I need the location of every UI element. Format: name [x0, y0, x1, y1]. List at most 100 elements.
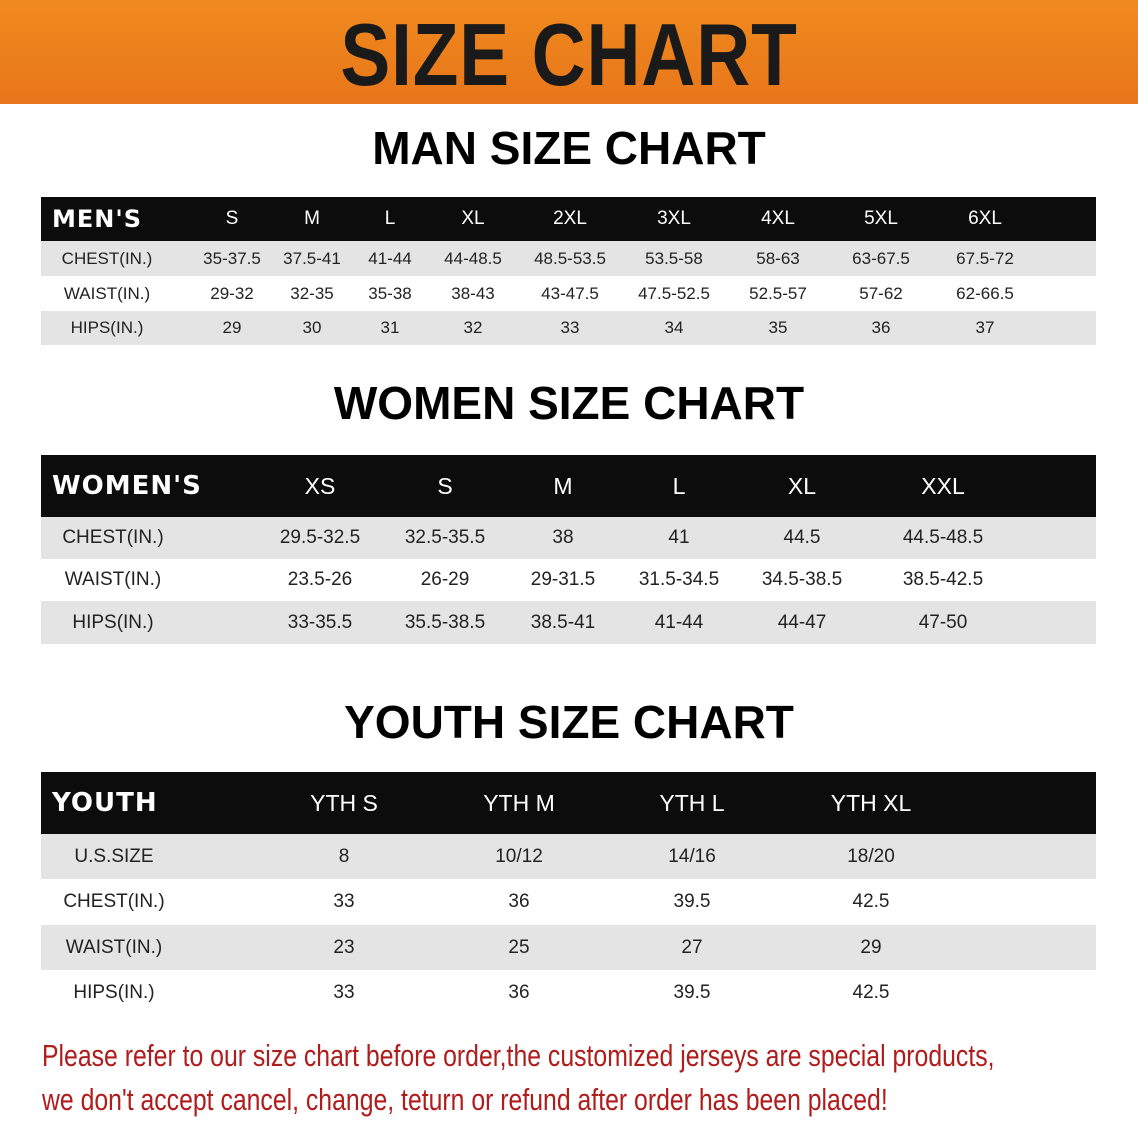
column-header: M	[304, 208, 320, 229]
table-cell: 44.5-48.5	[902, 527, 984, 548]
table-header: YOUTH YTH S YTH M YTH L YTH XL	[41, 772, 1096, 834]
note-line-1: Please refer to our size chart before or…	[42, 1038, 995, 1073]
column-header: 2XL	[553, 208, 587, 229]
table-row: CHEST(IN.) 35-37.5 37.5-41 41-44 44-48.5 48.5…	[41, 241, 1096, 276]
table-cell: 36	[508, 891, 530, 912]
table-cell: 33	[560, 318, 580, 337]
table-cell: 33	[333, 891, 355, 912]
table-cell: 37	[975, 318, 995, 337]
table-cell: 34	[664, 318, 684, 337]
table-cell: 33	[333, 981, 355, 1003]
table-header: MEN'S S M L XL 2XL 3XL 4XL 5XL 6XL	[41, 197, 1096, 241]
table-cell: 44-47	[777, 611, 827, 633]
table-cell: 29-31.5	[530, 569, 596, 590]
youth-size-table: YOUTH YTH S YTH M YTH L YTH XL U.S.SIZE 8 10/12…	[41, 772, 1096, 1015]
column-header: 4XL	[761, 208, 795, 229]
table-row: HIPS(IN.) 33-35.5 35.5-38.5 38.5-41 41-44 44-…	[41, 601, 1096, 644]
table-cell: 26-29	[420, 569, 470, 590]
table-cell: 29.5-32.5	[279, 527, 361, 548]
row-label: HIPS(IN.)	[73, 981, 155, 1003]
men-size-table: MEN'S S M L XL 2XL 3XL 4XL 5XL 6XL CHEST(IN.) 35-37…	[41, 197, 1096, 345]
table-cell: 39.5	[673, 891, 711, 912]
table-cell: 38.5-42.5	[902, 569, 984, 590]
table-cell: 10/12	[495, 845, 543, 867]
row-label: CHEST(IN.)	[61, 248, 153, 268]
table-cell: 18/20	[847, 845, 895, 867]
table-cell: 8	[338, 845, 350, 867]
table-cell: 31.5-34.5	[638, 569, 720, 590]
column-header: S	[225, 208, 239, 229]
table-cell: 14/16	[668, 845, 716, 867]
table-cell: 35-38	[368, 283, 412, 303]
table-cell: 62-66.5	[956, 283, 1014, 303]
column-header: YTH L	[659, 789, 725, 816]
table-corner-label: WOMEN'S	[52, 471, 202, 501]
row-label: CHEST(IN.)	[63, 891, 165, 912]
women-size-table: WOMEN'S XS S M L XL XXL CHEST(IN.) 29.5-32.5 32.5…	[41, 455, 1096, 644]
table-cell: 23	[333, 936, 355, 958]
table-cell: 35	[768, 318, 788, 337]
table-cell: 37.5-41	[283, 248, 341, 268]
table-cell: 41-44	[368, 248, 412, 268]
table-cell: 58-63	[756, 248, 800, 268]
table-cell: 23.5-26	[287, 569, 353, 590]
table-cell: 35-37.5	[203, 248, 261, 268]
column-header: XL	[461, 208, 485, 229]
table-cell: 38	[552, 527, 574, 548]
table-cell: 36	[871, 318, 891, 337]
row-label: WAIST(IN.)	[65, 936, 163, 958]
table-cell: 42.5	[852, 981, 890, 1003]
banner: SIZE CHART	[0, 0, 1138, 104]
table-row: WAIST(IN.) 29-32 32-35 35-38 38-43 43-47.5 47.…	[41, 276, 1096, 311]
table-cell: 48.5-53.5	[534, 248, 606, 268]
table-cell: 41-44	[654, 611, 704, 633]
row-label: U.S.SIZE	[74, 845, 154, 867]
table-cell: 41	[668, 527, 690, 548]
men-section-title: MAN SIZE CHART	[372, 122, 766, 174]
table-corner-label: MEN'S	[52, 205, 142, 233]
table-cell: 29-32	[210, 283, 254, 303]
table-header: WOMEN'S XS S M L XL XXL	[41, 455, 1096, 517]
table-cell: 52.5-57	[749, 283, 807, 303]
row-label: CHEST(IN.)	[62, 527, 164, 548]
table-cell: 57-62	[859, 283, 903, 303]
table-cell: 29	[860, 936, 882, 958]
row-label: WAIST(IN.)	[63, 283, 151, 303]
column-header: YTH XL	[830, 789, 912, 816]
row-label: WAIST(IN.)	[64, 569, 162, 590]
table-cell: 39.5	[673, 981, 711, 1003]
column-header: XXL	[921, 472, 965, 499]
table-cell: 25	[508, 936, 530, 958]
note-line-2: we don't accept cancel, change, teturn o…	[42, 1082, 888, 1117]
table-cell: 63-67.5	[852, 248, 910, 268]
column-header: YTH S	[310, 789, 378, 816]
women-section-title: WOMEN SIZE CHART	[333, 377, 805, 429]
table-row: U.S.SIZE 8 10/12 14/16 18/20	[41, 834, 1096, 879]
table-row: HIPS(IN.) 33 36 39.5 42.5	[41, 970, 1096, 1015]
table-row: HIPS(IN.) 29 30 31 32 33 34 35 36 37	[41, 311, 1096, 345]
table-cell: 53.5-58	[645, 248, 703, 268]
table-cell: 67.5-72	[956, 248, 1014, 268]
table-cell: 27	[681, 936, 703, 958]
column-header: L	[384, 208, 396, 229]
table-cell: 34.5-38.5	[761, 569, 843, 590]
table-cell: 38-43	[451, 283, 495, 303]
row-label: HIPS(IN.)	[72, 611, 154, 633]
youth-section-title: YOUTH SIZE CHART	[344, 696, 794, 748]
table-cell: 32	[463, 318, 483, 337]
row-label: HIPS(IN.)	[70, 318, 144, 337]
table-row: WAIST(IN.) 23.5-26 26-29 29-31.5 31.5-34.5 34…	[41, 559, 1096, 601]
table-cell: 47.5-52.5	[638, 283, 710, 303]
table-cell: 44.5	[783, 527, 821, 548]
table-cell: 36	[508, 981, 530, 1003]
column-header: XS	[304, 472, 336, 499]
column-header: 6XL	[968, 208, 1002, 229]
table-cell: 47-50	[918, 611, 968, 633]
table-row: CHEST(IN.) 29.5-32.5 32.5-35.5 38 41 44.5 44.5…	[41, 517, 1096, 559]
table-cell: 43-47.5	[541, 283, 599, 303]
table-cell: 31	[380, 318, 400, 337]
table-cell: 32-35	[290, 283, 334, 303]
table-cell: 30	[302, 318, 322, 337]
table-row: WAIST(IN.) 23 25 27 29	[41, 925, 1096, 970]
table-cell: 42.5	[852, 891, 890, 912]
